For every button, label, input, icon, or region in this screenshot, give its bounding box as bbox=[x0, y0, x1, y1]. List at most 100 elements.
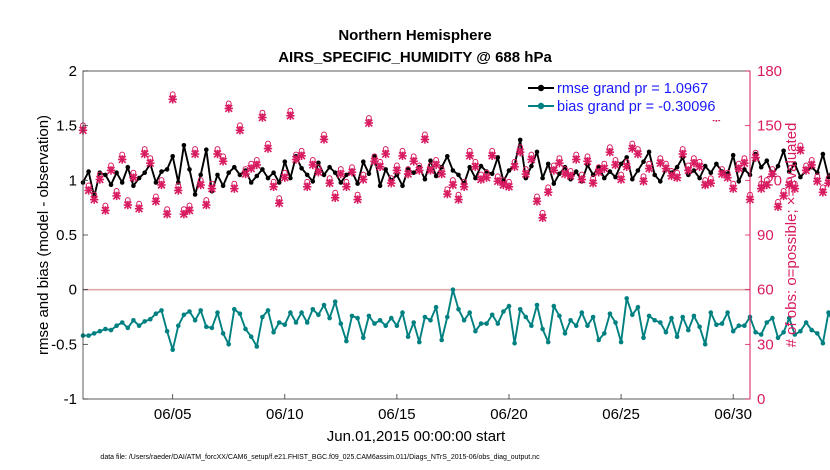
footer-file-path: data file: /Users/raeder/DAI/ATM_forcXX/… bbox=[100, 454, 540, 461]
rmse-point bbox=[232, 164, 237, 170]
rmse-point bbox=[377, 183, 383, 189]
rmse-point bbox=[159, 169, 164, 174]
obs-evaluated-marker bbox=[359, 175, 368, 184]
rmse-point bbox=[400, 183, 405, 189]
bias-point bbox=[652, 318, 657, 323]
obs-evaluated-marker bbox=[426, 166, 435, 175]
bias-point bbox=[730, 328, 736, 334]
obs-evaluated-marker bbox=[140, 149, 149, 159]
obs-evaluated-marker bbox=[84, 186, 93, 195]
obs-evaluated-marker bbox=[106, 166, 116, 175]
obs-evaluated-marker bbox=[190, 149, 200, 159]
obs-evaluated-marker bbox=[258, 113, 267, 122]
bias-point bbox=[618, 339, 624, 345]
obs-evaluated-marker bbox=[532, 197, 542, 206]
bias-point bbox=[602, 331, 607, 336]
rmse-point bbox=[248, 180, 254, 185]
bias-point bbox=[742, 323, 747, 329]
bias-point bbox=[405, 334, 411, 340]
obs-evaluated-marker bbox=[375, 162, 385, 171]
rmse-point bbox=[394, 172, 400, 178]
obs-evaluated-marker bbox=[723, 173, 732, 182]
bias-point bbox=[781, 330, 786, 335]
bias-point bbox=[237, 311, 243, 317]
obs-evaluated-marker bbox=[213, 149, 222, 159]
bias-point bbox=[232, 307, 237, 312]
obs-evaluated-marker bbox=[274, 199, 284, 208]
rmse-point bbox=[562, 164, 568, 170]
bias-point bbox=[495, 321, 501, 326]
y-tick-label: -1 bbox=[64, 391, 77, 408]
bias-point bbox=[753, 330, 758, 335]
rmse-point bbox=[153, 180, 159, 185]
obs-evaluated-marker bbox=[157, 180, 166, 190]
bias-point bbox=[445, 314, 450, 320]
obs-evaluated-marker bbox=[633, 149, 643, 159]
obs-evaluated-marker bbox=[280, 173, 289, 182]
bias-point bbox=[506, 303, 512, 309]
obs-evaluated-marker bbox=[196, 180, 205, 190]
x-tick-label: 06/10 bbox=[266, 406, 304, 423]
bias-point bbox=[826, 310, 830, 315]
rmse-point bbox=[187, 167, 192, 172]
rmse-point bbox=[473, 175, 478, 181]
obs-evaluated-marker bbox=[146, 158, 155, 168]
bias-point bbox=[663, 330, 669, 335]
rmse-point bbox=[736, 179, 742, 184]
obs-evaluated-marker bbox=[807, 160, 816, 170]
bias-point bbox=[630, 312, 635, 318]
bias-point bbox=[764, 320, 770, 325]
bias-point bbox=[226, 342, 231, 347]
rmse-point bbox=[529, 163, 534, 169]
bias-point bbox=[187, 309, 192, 314]
obs-evaluated-marker bbox=[572, 155, 581, 164]
rmse-point bbox=[316, 160, 321, 166]
bias-point bbox=[725, 310, 730, 315]
rmse-point bbox=[439, 164, 445, 170]
bias-point bbox=[86, 333, 91, 338]
rmse-point bbox=[691, 168, 697, 173]
rmse-point bbox=[271, 170, 276, 175]
rmse-point bbox=[103, 172, 108, 178]
obs-evaluated-marker bbox=[644, 164, 654, 173]
obs-evaluated-marker bbox=[202, 200, 211, 210]
bias-point bbox=[417, 339, 422, 345]
obs-evaluated-marker bbox=[347, 168, 357, 177]
obs-evaluated-marker bbox=[101, 206, 110, 215]
obs-evaluated-marker bbox=[566, 171, 575, 181]
x-tick-label: 06/05 bbox=[154, 406, 192, 423]
bias-point bbox=[534, 302, 540, 308]
obs-evaluated-marker bbox=[605, 147, 615, 157]
rmse-point bbox=[467, 164, 473, 170]
rmse-point bbox=[220, 183, 226, 189]
bias-point bbox=[512, 340, 517, 346]
bias-point bbox=[719, 321, 725, 326]
y2-tick-label: 180 bbox=[757, 63, 782, 80]
obs-evaluated-marker bbox=[90, 195, 99, 204]
obs-evaluated-marker bbox=[168, 95, 177, 104]
rmse-point bbox=[327, 164, 332, 170]
bias-point bbox=[243, 326, 248, 332]
bias-point bbox=[288, 310, 293, 315]
y-tick-label: 0.5 bbox=[56, 227, 77, 244]
bias-point bbox=[119, 320, 125, 325]
rmse-point bbox=[602, 175, 607, 181]
y2-tick-label: 60 bbox=[757, 282, 774, 299]
bias-point bbox=[316, 312, 321, 318]
bias-point bbox=[299, 310, 304, 315]
bias-point bbox=[293, 320, 299, 325]
y2-tick-label: 90 bbox=[757, 227, 774, 244]
bias-point bbox=[114, 323, 119, 329]
rmse-point bbox=[372, 154, 377, 159]
obs-evaluated-marker bbox=[297, 151, 306, 161]
obs-evaluated-marker bbox=[471, 162, 480, 171]
legend-box bbox=[524, 78, 736, 120]
rmse-point bbox=[517, 137, 523, 143]
obs-evaluated-marker bbox=[824, 178, 830, 188]
rmse-point bbox=[607, 169, 613, 174]
bias-point bbox=[658, 320, 663, 325]
bias-point bbox=[786, 315, 792, 321]
rmse-point bbox=[125, 164, 131, 170]
rmse-point bbox=[506, 168, 512, 173]
